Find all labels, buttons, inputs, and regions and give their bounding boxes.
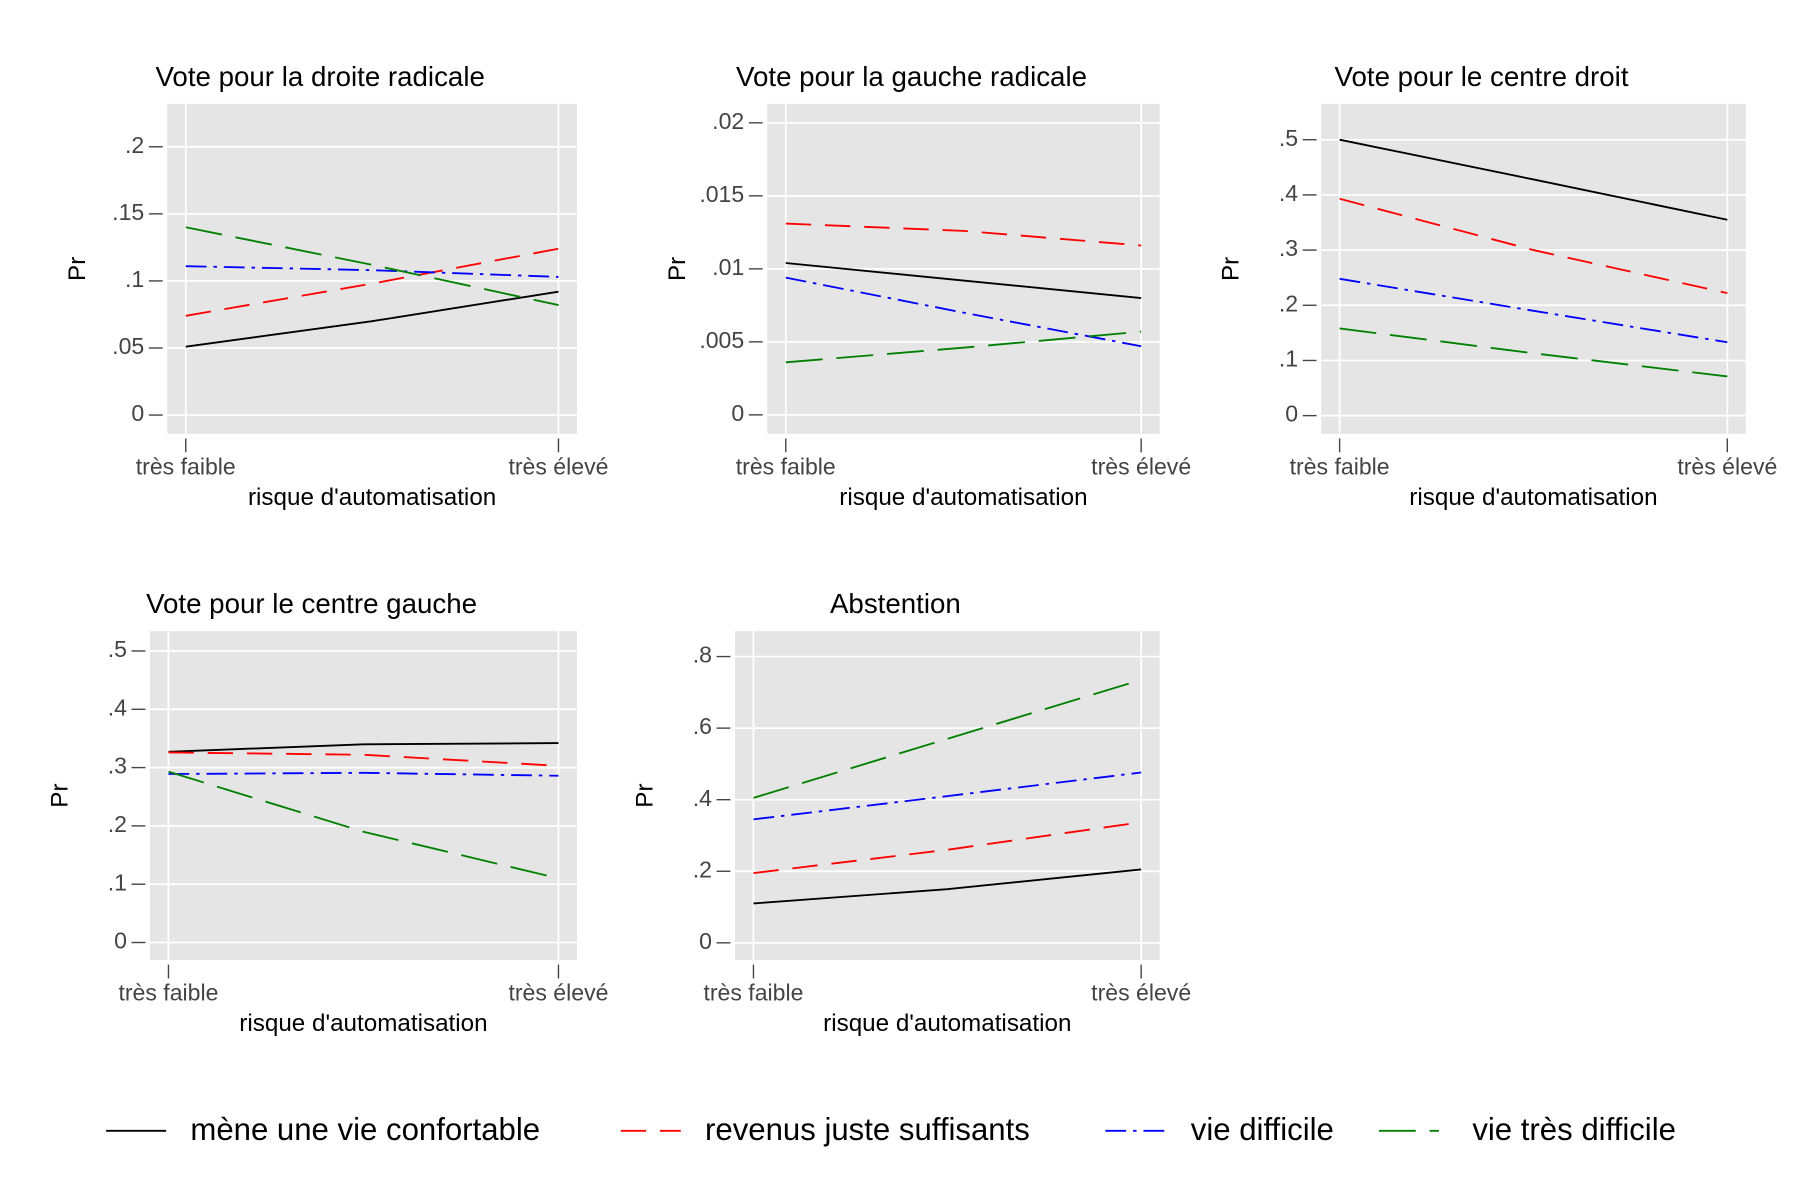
- legend-label: vie difficile: [1191, 1112, 1334, 1147]
- x-tick-label: très élevé: [1677, 454, 1777, 480]
- y-tick-label: .1: [1279, 346, 1298, 372]
- x-tick-label: très faible: [118, 980, 218, 1006]
- plot-area: [1321, 103, 1746, 434]
- chart-title: Vote pour le centre droit: [1335, 61, 1629, 92]
- y-tick-label: .2: [108, 811, 127, 837]
- y-tick-label: 0: [1285, 401, 1298, 427]
- series-line: [185, 226, 559, 306]
- y-tick-label: .8: [693, 642, 712, 668]
- chart-title: Vote pour la gauche radicale: [736, 61, 1087, 92]
- series-line: [1339, 277, 1728, 344]
- y-tick-label: .3: [108, 753, 127, 779]
- legend-label: vie très difficile: [1472, 1112, 1676, 1147]
- y-tick-label: .02: [712, 108, 744, 134]
- y-tick-label: .6: [693, 713, 712, 739]
- y-tick-label: 0: [131, 400, 144, 426]
- y-tick-label: .005: [699, 327, 744, 353]
- x-axis-label: risque d'automatisation: [248, 484, 496, 511]
- series-line: [185, 265, 559, 278]
- y-axis-label: Pr: [47, 783, 74, 807]
- x-tick-label: très faible: [136, 454, 236, 480]
- chart-title: Abstention: [830, 588, 961, 619]
- series-line: [168, 751, 559, 767]
- y-tick-label: .5: [1279, 125, 1298, 151]
- series-line: [168, 771, 559, 777]
- y-tick-label: .5: [108, 636, 127, 662]
- y-tick-label: .1: [125, 266, 144, 292]
- legend-label: mène une vie confortable: [190, 1112, 540, 1147]
- series-line: [785, 276, 1142, 348]
- y-tick-label: 0: [699, 928, 712, 954]
- y-tick-label: .4: [1279, 180, 1298, 206]
- y-tick-label: 0: [731, 400, 744, 426]
- x-tick-label: très élevé: [508, 980, 608, 1006]
- series-line: [168, 770, 559, 880]
- y-tick-label: 0: [114, 928, 127, 954]
- series-line: [1339, 197, 1728, 295]
- y-tick-label: .2: [125, 132, 144, 158]
- x-axis-label: risque d'automatisation: [239, 1010, 487, 1037]
- y-tick-label: .015: [699, 181, 744, 207]
- x-axis-label: risque d'automatisation: [1409, 484, 1657, 511]
- x-tick-label: très élevé: [1091, 980, 1191, 1006]
- x-tick-label: très élevé: [508, 454, 608, 480]
- plot-area: [167, 103, 577, 434]
- x-tick-label: très faible: [736, 454, 836, 480]
- y-axis-label: Pr: [1218, 257, 1245, 281]
- y-axis-label: Pr: [632, 783, 659, 807]
- x-axis-label: risque d'automatisation: [839, 484, 1087, 511]
- x-tick-label: très faible: [703, 980, 803, 1006]
- series-line: [753, 678, 1142, 799]
- series-line: [168, 742, 559, 753]
- y-tick-label: .4: [108, 694, 127, 720]
- series-line: [753, 821, 1142, 874]
- legend-label: revenus juste suffisants: [705, 1112, 1030, 1147]
- y-tick-label: .3: [1279, 235, 1298, 261]
- chart-title: Vote pour la droite radicale: [155, 61, 484, 92]
- series-line: [753, 771, 1142, 821]
- x-tick-label: très élevé: [1091, 454, 1191, 480]
- series-line: [1339, 138, 1728, 221]
- series-line: [785, 222, 1142, 247]
- series-line: [753, 868, 1142, 905]
- chart-title: Vote pour le centre gauche: [146, 588, 477, 619]
- y-tick-label: .2: [693, 856, 712, 882]
- series-line: [785, 330, 1142, 364]
- y-tick-label: .2: [1279, 290, 1298, 316]
- y-tick-label: .15: [112, 199, 144, 225]
- y-tick-label: .05: [112, 333, 144, 359]
- series-line: [185, 247, 559, 317]
- y-tick-label: .01: [712, 254, 744, 280]
- series-line: [185, 290, 559, 348]
- y-tick-label: .1: [108, 869, 127, 895]
- x-axis-label: risque d'automatisation: [823, 1010, 1071, 1037]
- x-tick-label: très faible: [1290, 454, 1390, 480]
- series-line: [785, 262, 1142, 299]
- y-axis-label: Pr: [664, 257, 691, 281]
- y-axis-label: Pr: [64, 257, 91, 281]
- y-tick-label: .4: [693, 785, 712, 811]
- series-line: [1339, 327, 1728, 378]
- plot-area: [150, 631, 577, 961]
